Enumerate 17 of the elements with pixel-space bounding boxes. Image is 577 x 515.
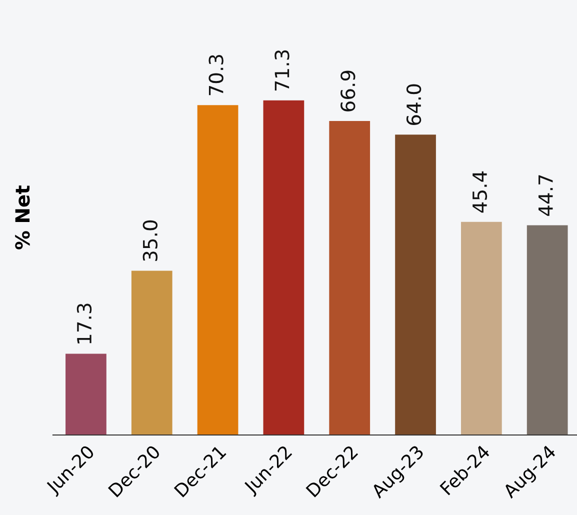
data-label: 70.3 (208, 55, 224, 96)
bar (526, 225, 568, 435)
y-axis-title: % Net (15, 185, 30, 250)
data-label: 71.3 (274, 50, 290, 90)
data-label: 45.4 (472, 171, 488, 213)
bar (460, 222, 502, 435)
bar (197, 105, 238, 435)
bar (395, 134, 436, 435)
data-label: 66.9 (340, 70, 356, 112)
data-label: 17.3 (76, 304, 92, 344)
data-label: 35.0 (142, 220, 158, 261)
bar (131, 270, 172, 435)
data-label: 64.0 (406, 84, 422, 125)
bar (263, 100, 304, 435)
bar (66, 354, 106, 435)
bar (329, 121, 370, 435)
data-label: 44.7 (538, 175, 553, 216)
